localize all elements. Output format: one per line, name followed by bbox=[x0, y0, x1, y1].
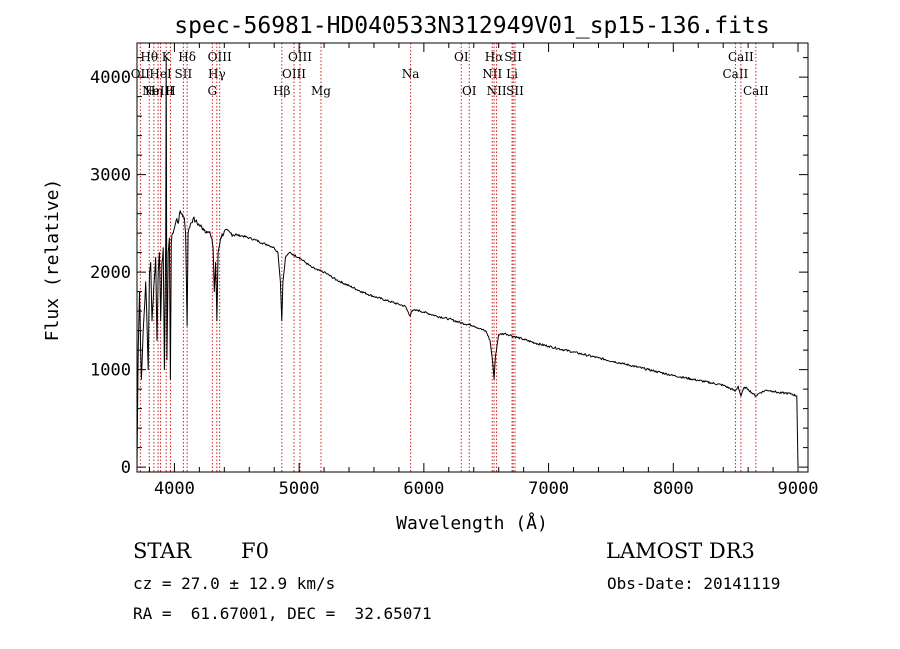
x-tick-label: 9000 bbox=[778, 479, 819, 499]
spectral-line-label: SII bbox=[175, 67, 193, 81]
x-tick-label: 7000 bbox=[528, 479, 569, 499]
spectral-line-label: Hα bbox=[485, 50, 504, 64]
spectral-line-label: K bbox=[162, 50, 172, 64]
plot-frame bbox=[136, 42, 809, 473]
flux-line bbox=[136, 57, 799, 468]
spectral-line-label: OIII bbox=[282, 67, 306, 81]
spectral-line-label: OI bbox=[462, 84, 477, 98]
spectral-line-label: SII bbox=[506, 84, 524, 98]
flux-series bbox=[136, 57, 799, 468]
x-tick-label: 5000 bbox=[279, 479, 320, 499]
spectral-line-label: Hθ bbox=[140, 50, 158, 64]
spectral-line-label: Hγ bbox=[208, 67, 226, 81]
spectral-line-label: Hδ bbox=[178, 50, 196, 64]
spectral-line-label: HeI bbox=[149, 67, 172, 81]
spectral-line-label: G bbox=[208, 84, 218, 98]
spectrum-chart: OIIHθHηNeIIIHeIKHSIIHδGHγOIIIHβOIIIOIIIM… bbox=[42, 13, 818, 534]
chart-title: spec-56981-HD040533N312949V01_sp15-136.f… bbox=[174, 13, 769, 39]
object-subclass: F0 bbox=[241, 539, 269, 563]
spectral-line-label: Hη bbox=[145, 84, 163, 98]
redshift-readout: cz = 27.0 ± 12.9 km/s bbox=[133, 574, 336, 593]
axis-ticks: 4000 5000 6000 7000 8000 9000 0 1000 2000 3000 400… bbox=[90, 43, 818, 499]
coordinates-readout: RA = 61.67001, DEC = 32.65071 bbox=[133, 604, 432, 623]
x-tick-label: 6000 bbox=[403, 479, 444, 499]
y-tick-label: 4000 bbox=[90, 68, 131, 88]
y-axis-label: Flux (relative) bbox=[42, 179, 63, 342]
spectral-line-label: CaII bbox=[728, 50, 754, 64]
spectral-line-label: Na bbox=[402, 67, 420, 81]
spectral-line-label: NII bbox=[482, 67, 502, 81]
spectral-line-label: Hβ bbox=[273, 84, 290, 98]
spectral-line-label: Mg bbox=[311, 84, 331, 98]
spectral-line-label: OIII bbox=[208, 50, 232, 64]
spectral-line-label: OI bbox=[454, 50, 469, 64]
spectral-line-markers: OIIHθHηNeIIIHeIKHSIIHδGHγOIIIHβOIIIOIIIM… bbox=[131, 43, 769, 472]
y-tick-label: 3000 bbox=[90, 166, 131, 186]
survey-label: LAMOST DR3 bbox=[606, 539, 755, 563]
y-tick-label: 1000 bbox=[90, 361, 131, 381]
y-tick-label: 0 bbox=[121, 458, 131, 478]
spectral-line-label: SII bbox=[504, 50, 522, 64]
x-tick-label: 8000 bbox=[653, 479, 694, 499]
x-tick-label: 4000 bbox=[154, 479, 195, 499]
spectral-line-label: H bbox=[165, 84, 175, 98]
y-tick-label: 2000 bbox=[90, 263, 131, 283]
spectral-line-label: CaII bbox=[743, 84, 769, 98]
x-axis-label: Wavelength (Å) bbox=[396, 512, 548, 534]
obs-date-readout: Obs-Date: 20141119 bbox=[607, 574, 781, 593]
spectral-line-label: NII bbox=[487, 84, 507, 98]
spectral-line-label: Li bbox=[506, 67, 518, 81]
spectral-line-label: CaII bbox=[722, 67, 748, 81]
spectral-line-label: OIII bbox=[288, 50, 312, 64]
object-class: STAR bbox=[133, 539, 192, 563]
spectral-line-label: OII bbox=[131, 67, 151, 81]
